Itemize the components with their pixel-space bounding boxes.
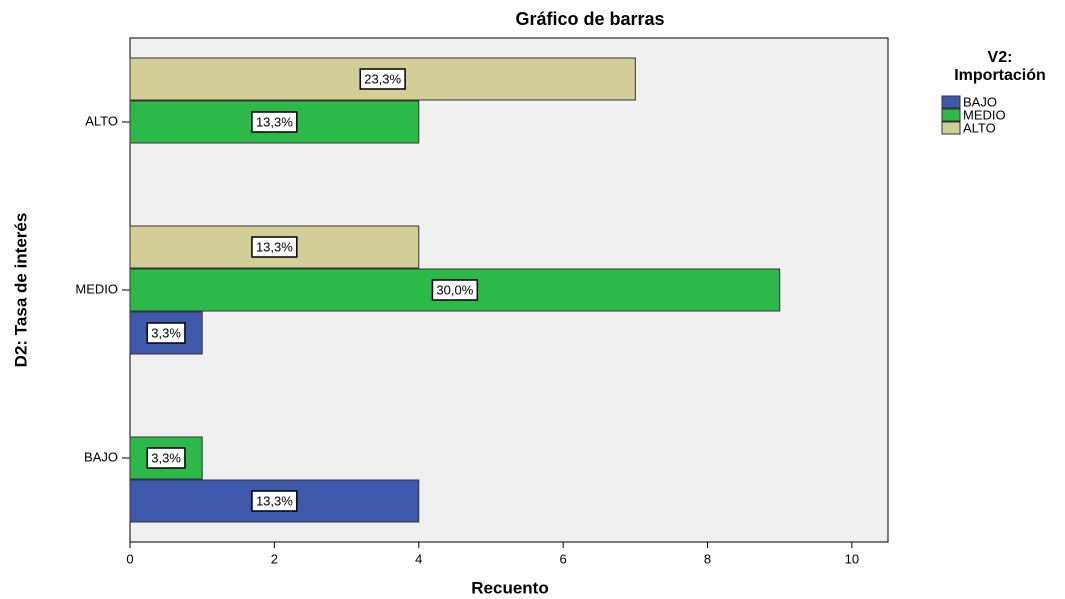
y-tick-label: MEDIO [75, 281, 118, 296]
data-label-box [359, 68, 406, 90]
data-label-box [251, 236, 298, 258]
data-label-box [146, 447, 186, 469]
data-label: 30,0% [436, 282, 473, 297]
legend-label: BAJO [963, 94, 997, 109]
data-label: 3,3% [151, 325, 181, 340]
data-label-box [146, 322, 186, 344]
legend-label: ALTO [963, 120, 996, 135]
chart-title: Gráfico de barras [515, 9, 664, 29]
legend-title: Importación [954, 67, 1046, 84]
data-label: 13,3% [256, 239, 293, 254]
x-tick-label: 0 [126, 551, 133, 566]
x-tick-label: 2 [271, 551, 278, 566]
y-tick-label: ALTO [85, 113, 118, 128]
legend-title: V2: [988, 49, 1013, 66]
data-label-box [431, 279, 479, 301]
legend-label: MEDIO [963, 107, 1006, 122]
y-tick-label: BAJO [84, 449, 118, 464]
data-label: 13,3% [256, 114, 293, 129]
data-label: 13,3% [256, 493, 293, 508]
data-label-box [251, 111, 298, 133]
x-tick-label: 10 [845, 551, 859, 566]
data-label-box [251, 490, 298, 512]
data-label: 23,3% [364, 71, 401, 86]
legend-swatch [941, 121, 961, 135]
data-label: 3,3% [151, 450, 181, 465]
legend-swatch [941, 95, 961, 109]
legend-swatch [941, 108, 961, 122]
x-tick-label: 6 [560, 551, 567, 566]
y-axis-label: D2: Tasa de interés [11, 213, 30, 368]
x-axis-label: Recuento [471, 578, 548, 597]
x-tick-label: 8 [704, 551, 711, 566]
x-tick-label: 4 [415, 551, 422, 566]
